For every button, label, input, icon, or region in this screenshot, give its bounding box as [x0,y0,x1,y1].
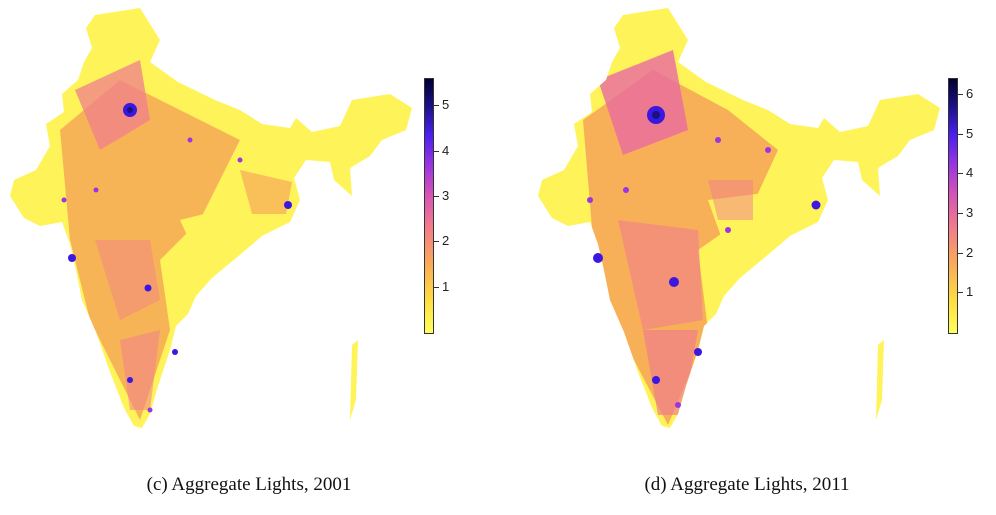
legend-tick [434,241,439,243]
urban-hotspots [61,103,292,413]
figure-caption-c: (c) Aggregate Lights, 2001 [146,474,352,495]
legend-tick [434,195,439,197]
legend-tick-label: 4 [966,165,974,181]
legend-color-bar-2011 [948,78,958,334]
legend-tick [958,292,963,294]
legend-color-bar-2001 [424,78,434,334]
legend-tick [958,252,963,254]
figure-panel-d: 1 2 3 4 5 6 (d) Aggregate Lights, 2011 [498,0,996,515]
legend-tick-label: 4 [442,142,450,158]
india-map-2001 [10,8,412,428]
figure-caption-d: (d) Aggregate Lights, 2011 [644,474,850,495]
legend-tick [434,150,439,152]
legend-2001: 1 2 3 4 5 [424,78,484,338]
legend-tick [958,93,963,95]
legend-tick [434,105,439,107]
legend-tick-label: 5 [966,125,974,141]
legend-2011: 1 2 3 4 5 6 [948,78,996,338]
legend-tick [958,212,963,214]
legend-tick [958,173,963,175]
legend-tick-label: 2 [442,233,450,249]
legend-tick [434,286,439,288]
legend-tick-label: 6 [966,85,974,101]
legend-tick-label: 3 [442,187,450,203]
urban-hotspots [587,106,821,408]
legend-tick-label: 1 [966,284,974,300]
legend-tick-label: 2 [966,244,974,260]
legend-tick-label: 5 [442,97,450,113]
india-map-2011 [538,8,940,428]
legend-tick [958,133,963,135]
legend-tick-label: 1 [442,278,450,294]
figure-panel-c: 1 2 3 4 5 (c) Aggregate Lights, 2001 [10,8,484,495]
legend-tick-label: 3 [966,204,974,220]
